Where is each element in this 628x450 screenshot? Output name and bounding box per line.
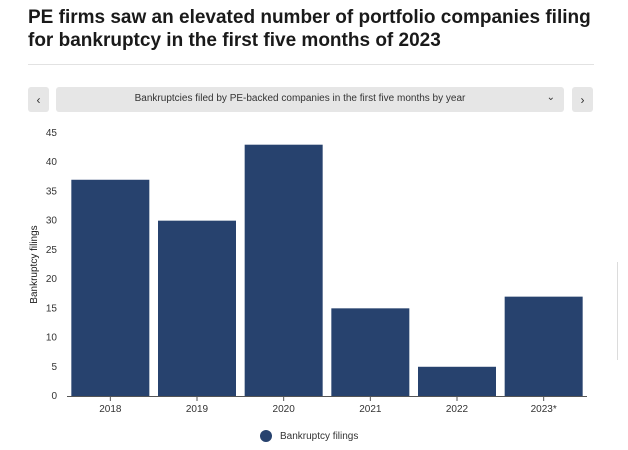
x-tick-label: 2019 xyxy=(186,404,209,415)
y-tick-label: 10 xyxy=(46,333,58,344)
x-tick-label: 2021 xyxy=(359,404,382,415)
chart-title: PE firms saw an elevated number of portf… xyxy=(28,7,591,51)
bar xyxy=(504,296,583,396)
dropdown-label: Bankruptcies filed by PE-backed companie… xyxy=(134,93,466,104)
x-tick-label: 2018 xyxy=(99,404,122,415)
chevron-down-icon: ⌄ xyxy=(546,92,555,103)
bar xyxy=(71,179,150,396)
chart-legend[interactable]: Bankruptcy filings xyxy=(260,430,358,442)
legend-swatch xyxy=(260,430,272,442)
y-tick-label: 45 xyxy=(46,128,58,139)
bar xyxy=(244,144,323,396)
y-tick-label: 25 xyxy=(46,245,58,256)
legend-label: Bankruptcy filings xyxy=(280,430,359,442)
page-edge-divider xyxy=(617,262,618,360)
x-tick-label: 2023* xyxy=(531,404,557,415)
bar-chart: 0 5 10 15 20 25 30 35 40 45 Bankruptcy filings 2018… xyxy=(29,128,587,415)
chart-select-dropdown[interactable]: Bankruptcies filed by PE-backed companie… xyxy=(56,87,564,112)
bar xyxy=(331,308,410,396)
y-tick-label: 20 xyxy=(46,274,58,285)
y-tick-label: 15 xyxy=(46,303,58,314)
previous-chart-button[interactable]: ‹ xyxy=(28,87,49,112)
chevron-right-icon: › xyxy=(580,92,585,107)
bar xyxy=(158,220,236,396)
chevron-left-icon: ‹ xyxy=(36,92,41,107)
y-tick-label: 40 xyxy=(46,157,58,168)
title-divider xyxy=(28,64,594,65)
y-axis-title: Bankruptcy filings xyxy=(29,225,40,303)
y-tick-label: 30 xyxy=(46,216,58,227)
y-tick-label: 5 xyxy=(51,362,57,373)
y-tick-label: 0 xyxy=(51,391,57,402)
next-chart-button[interactable]: › xyxy=(572,87,593,112)
x-tick-label: 2020 xyxy=(273,404,296,415)
bar xyxy=(418,366,496,396)
y-tick-label: 35 xyxy=(46,186,58,197)
x-tick-label: 2022 xyxy=(446,404,469,415)
